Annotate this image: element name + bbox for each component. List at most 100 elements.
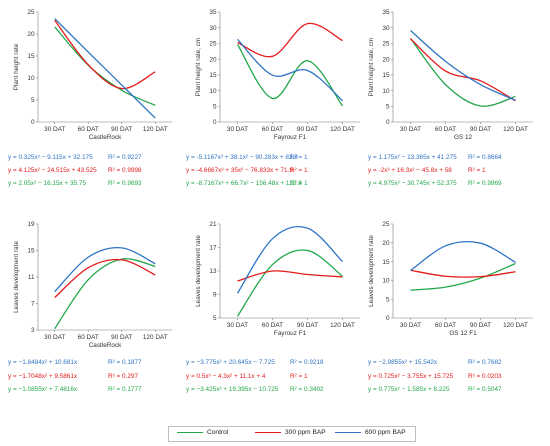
x-axis-title: GS 12 F1 — [449, 330, 477, 337]
y-tick-label: 15 — [27, 53, 35, 60]
y-tick-label: 3 — [31, 327, 35, 334]
y-tick-label: 25 — [209, 41, 217, 48]
x-tick-label: 30 DAT — [227, 322, 248, 329]
x-tick-label: 30 DAT — [44, 334, 65, 341]
r-squared-value: R² = 0.9693 — [108, 180, 142, 187]
r-squared-value: R² = 0.3402 — [290, 386, 324, 393]
y-tick-label: 20 — [209, 56, 217, 63]
y-tick-label: 0 — [386, 315, 390, 322]
y-tick-label: 11 — [28, 274, 35, 281]
x-tick-label: 60 DAT — [262, 322, 283, 329]
regression-equation: y = 0.5x³ − 4.3x² + 11.1x + 4 — [186, 373, 266, 380]
y-tick-label: 9 — [213, 292, 217, 299]
regression-equation: y = −3.425x² + 19.395x − 10.725 — [186, 386, 279, 393]
x-axis-title: CastleRock — [89, 134, 122, 141]
r-squared-value: R² = 1 — [468, 167, 486, 174]
series-line-300-ppm-bap — [237, 22, 343, 58]
legend-swatch-control — [177, 431, 203, 433]
y-tick-label: 15 — [27, 248, 35, 255]
y-tick-label: 15 — [382, 259, 390, 266]
series-line-300-ppm-bap — [54, 19, 156, 90]
chart-panel-4: 3 7 11 15 19 30 DAT 60 DAT 90 DAT 120 DAT CastleR… — [13, 221, 172, 349]
y-tick-label: 5 — [386, 103, 390, 110]
series-line-control — [409, 38, 516, 107]
legend-label-600-bap: 600 ppm BAP — [365, 429, 406, 436]
y-tick-label: 10 — [27, 75, 35, 82]
x-tick-label: 90 DAT — [111, 334, 132, 341]
regression-equation: y = 0.325x³ − 9.115x + 32.175 — [8, 154, 93, 161]
series-line-control — [54, 258, 156, 330]
x-tick-label: 60 DAT — [435, 126, 456, 133]
x-tick-label: 90 DAT — [297, 322, 318, 329]
x-tick-label: 60 DAT — [78, 334, 99, 341]
legend-swatch-300-bap — [255, 431, 281, 433]
y-tick-label: 13 — [209, 268, 217, 275]
y-tick-label: 15 — [209, 72, 217, 79]
legend-item-600-bap: 600 ppm BAP — [335, 429, 406, 436]
r-squared-value: R² = 0.9969 — [468, 180, 502, 187]
regression-equation: y = -5.1167x³ + 38.1x² − 90.283x + 83.8 — [186, 154, 298, 161]
series-line-600-ppm-bap — [410, 240, 516, 272]
x-tick-label: 120 DAT — [143, 126, 168, 133]
series-line-300-ppm-bap — [237, 270, 343, 282]
chart-panel-5: 5 9 13 17 21 30 DAT 60 DAT 90 DAT 120 DAT Fayrouz… — [195, 221, 360, 337]
r-squared-value: R² = 0.8664 — [468, 154, 502, 161]
series-line-control — [236, 44, 344, 107]
y-tick-label: 7 — [31, 301, 35, 308]
y-axis-title: Plant height rate, cm — [368, 38, 375, 97]
regression-equation: y = 2.05x² − 16.15x + 35.75 — [8, 180, 86, 187]
legend: Control 300 ppm BAP 600 ppm BAP — [168, 426, 416, 442]
x-axis-title: GS 12 — [454, 134, 473, 141]
legend-item-300-bap: 300 ppm BAP — [255, 429, 326, 436]
y-tick-label: 25 — [382, 41, 390, 48]
y-axis-title: Leaves development rate — [13, 241, 20, 313]
y-tick-label: 5 — [386, 296, 390, 303]
regression-equation: y = −1.8484x² + 10.681x — [8, 359, 78, 366]
y-tick-label: 25 — [27, 9, 35, 16]
x-tick-label: 60 DAT — [78, 126, 99, 133]
series-line-control — [410, 262, 516, 291]
x-tick-label: 60 DAT — [435, 322, 456, 329]
y-axis-title: Leaves development rate — [368, 235, 375, 307]
y-tick-label: 25 — [382, 221, 390, 228]
regression-equation: y = −1.7048x² + 9.5861x — [8, 373, 78, 380]
r-squared-value: R² = 0.9998 — [108, 167, 142, 174]
regression-equation: y = 4.975x² − 30.745x + 52.375 — [368, 180, 457, 187]
legend-label-300-bap: 300 ppm BAP — [285, 429, 326, 436]
x-axis-title: CastleRock — [89, 342, 122, 349]
r-squared-value: R² = 0.5047 — [468, 386, 502, 393]
series-line-300-ppm-bap — [54, 258, 156, 299]
y-tick-label: 10 — [382, 88, 390, 95]
y-axis-title: Plant height rate — [13, 43, 20, 90]
y-tick-label: 15 — [382, 72, 390, 79]
y-tick-label: 19 — [27, 221, 35, 228]
r-squared-value: R² = 0.0203 — [468, 373, 502, 380]
r-squared-value: R² = 1 — [290, 180, 308, 187]
regression-equation: y = −2.9855x² + 15.542x — [368, 359, 438, 366]
x-axis-title: Fayrouz F1 — [274, 134, 307, 141]
series-line-control — [236, 249, 343, 317]
series-line-600-ppm-bap — [410, 30, 516, 101]
series-line-300-ppm-bap — [410, 38, 516, 102]
r-squared-value: R² = 0.9227 — [108, 154, 142, 161]
regression-equation: y = −3.775x² + 20.645x − 7.725 — [186, 359, 275, 366]
r-squared-value: R² = 0.7682 — [468, 359, 502, 366]
regression-equation: y = -2x³ + 16.3x² − 45.8x + 58 — [368, 167, 452, 174]
y-tick-label: 5 — [31, 97, 35, 104]
series-line-600-ppm-bap — [54, 246, 156, 293]
x-tick-label: 90 DAT — [111, 126, 132, 133]
y-tick-label: 20 — [27, 31, 35, 38]
x-tick-label: 120 DAT — [330, 126, 355, 133]
x-tick-label: 120 DAT — [330, 322, 355, 329]
series-line-600-ppm-bap — [237, 38, 343, 102]
legend-swatch-600-bap — [335, 431, 361, 433]
chart-panel-1: 0 5 10 15 20 25 30 DAT 60 DAT 90 DAT 120 DAT Castl… — [13, 9, 172, 141]
y-axis-title: Plant height rate, cm — [195, 38, 202, 97]
regression-equation: y = 1.175x² − 13.365x + 41.275 — [368, 154, 457, 161]
x-tick-label: 90 DAT — [470, 322, 491, 329]
regression-equation: y = 0.775x² − 1.585x + 8.225 — [368, 386, 450, 393]
series-line-600-ppm-bap — [236, 225, 343, 294]
x-tick-label: 120 DAT — [143, 334, 168, 341]
y-tick-label: 10 — [382, 278, 390, 285]
